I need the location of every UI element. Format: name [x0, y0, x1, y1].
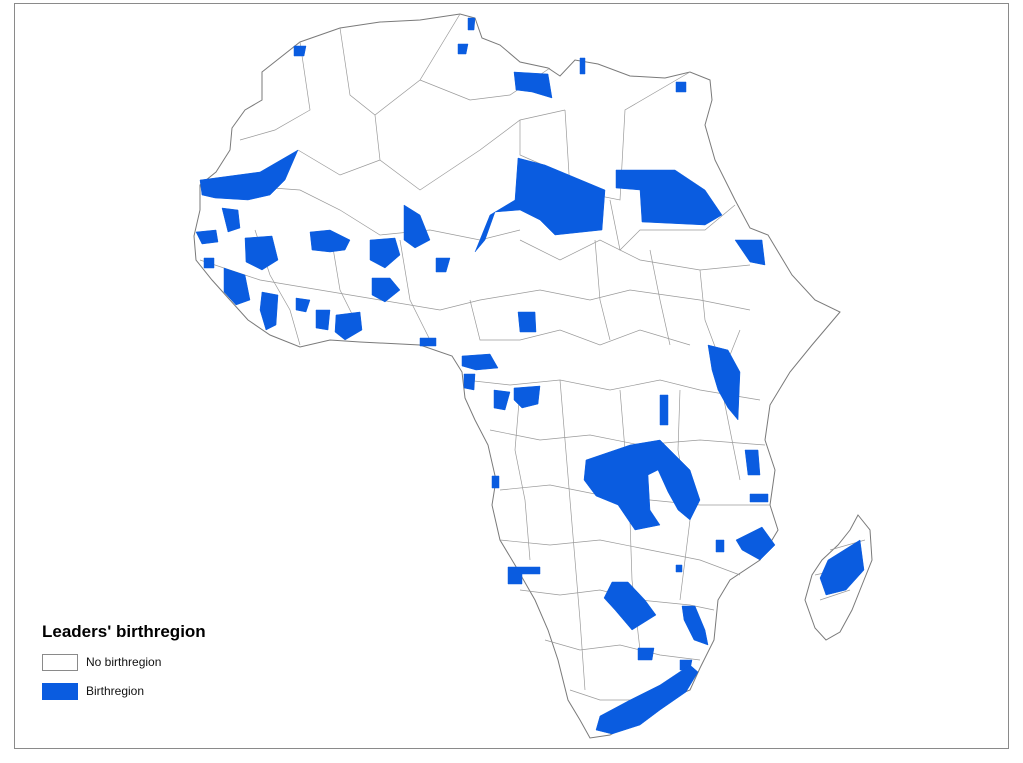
birthregions	[195, 17, 865, 735]
legend-label-birthregion: Birthregion	[86, 684, 145, 698]
legend-title: Leaders' birthregion	[42, 622, 206, 641]
legend-swatch-no-birthregion	[42, 653, 78, 671]
legend-swatch-birthregion	[42, 682, 78, 700]
legend-item-no-birthregion: No birthregion	[42, 652, 302, 672]
legend-label-no-birthregion: No birthregion	[86, 655, 162, 669]
legend-item-birthregion: Birthregion	[42, 681, 302, 701]
map-legend: Leaders' birthregion No birthregion Birt…	[42, 622, 302, 710]
